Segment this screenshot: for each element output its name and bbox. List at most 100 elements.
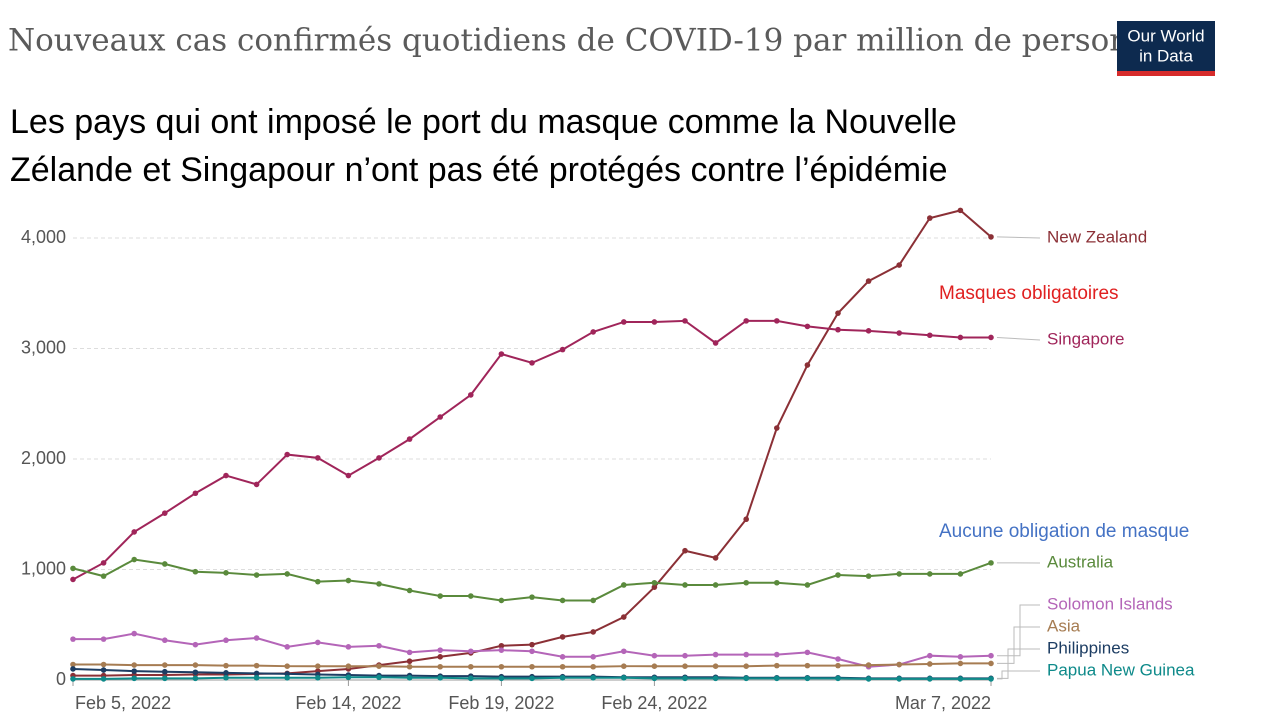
data-point xyxy=(498,642,505,649)
data-point xyxy=(988,676,994,682)
data-point xyxy=(131,668,137,674)
data-point xyxy=(284,644,291,650)
data-point xyxy=(70,636,76,642)
data-point xyxy=(345,577,352,584)
data-point xyxy=(468,675,474,682)
logo-text: Our World xyxy=(1127,26,1204,45)
data-point xyxy=(988,560,994,566)
data-point xyxy=(774,662,780,669)
data-point xyxy=(590,629,596,635)
data-point xyxy=(131,529,137,535)
data-point xyxy=(957,571,964,577)
data-point xyxy=(865,573,872,579)
data-point xyxy=(498,351,505,357)
data-point xyxy=(682,547,688,554)
data-point xyxy=(621,663,627,669)
data-point xyxy=(468,593,474,599)
data-point xyxy=(70,666,76,672)
data-point xyxy=(406,649,413,656)
label-connector xyxy=(997,670,1040,680)
data-point xyxy=(651,663,658,669)
data-point xyxy=(70,565,76,572)
data-point xyxy=(437,647,444,653)
data-point xyxy=(927,332,933,339)
data-point xyxy=(743,651,749,658)
data-point xyxy=(162,637,168,644)
data-point xyxy=(223,570,229,576)
data-point xyxy=(192,568,199,575)
data-point xyxy=(468,392,474,398)
overlay-text: Zélande et Singapour n’ont pas été proté… xyxy=(10,151,948,189)
legend-label: Papua New Guinea xyxy=(1047,660,1195,679)
data-point xyxy=(896,676,902,682)
data-point xyxy=(590,329,596,335)
data-point xyxy=(284,451,291,458)
data-point xyxy=(559,634,566,640)
data-point xyxy=(590,597,596,604)
data-point xyxy=(192,662,199,668)
data-point xyxy=(223,670,229,676)
data-point xyxy=(498,663,505,670)
data-point xyxy=(712,663,719,669)
data-point xyxy=(559,346,566,353)
data-point xyxy=(529,360,535,366)
data-point xyxy=(988,652,994,659)
data-point xyxy=(100,636,107,642)
data-point xyxy=(712,651,719,658)
data-point xyxy=(376,455,382,461)
data-point xyxy=(743,675,749,682)
data-point xyxy=(315,578,321,585)
legend-label: New Zealand xyxy=(1047,227,1147,246)
data-point xyxy=(988,334,994,341)
data-point xyxy=(162,675,168,682)
data-point xyxy=(376,674,382,681)
y-tick-label: 2,000 xyxy=(21,448,66,468)
data-point xyxy=(804,362,811,368)
data-point xyxy=(406,658,413,665)
legend-label: Philippines xyxy=(1047,638,1129,657)
x-tick-label: Feb 14, 2022 xyxy=(295,693,401,713)
legend-label: Australia xyxy=(1047,552,1114,571)
y-tick-label: 4,000 xyxy=(21,227,66,247)
data-point xyxy=(345,472,352,479)
data-point xyxy=(774,425,780,431)
data-point xyxy=(315,674,321,681)
data-point xyxy=(774,675,780,682)
legend-label: Singapore xyxy=(1047,329,1125,348)
data-point xyxy=(804,582,811,588)
data-point xyxy=(559,663,566,670)
data-point xyxy=(253,572,260,578)
data-point xyxy=(957,660,964,667)
annotation: Aucune obligation de masque xyxy=(939,521,1189,542)
data-point xyxy=(804,323,811,330)
data-point xyxy=(406,436,413,442)
data-point xyxy=(835,675,841,682)
label-connector xyxy=(996,336,1041,341)
data-point xyxy=(682,652,688,659)
data-point xyxy=(621,648,627,655)
data-point xyxy=(437,663,444,670)
data-point xyxy=(865,662,872,668)
x-tick-label: Mar 7, 2022 xyxy=(895,693,991,713)
data-point xyxy=(376,642,382,649)
data-point xyxy=(253,481,260,488)
data-point xyxy=(162,662,168,668)
data-point xyxy=(131,556,137,563)
series-line xyxy=(72,558,992,602)
data-point xyxy=(498,647,505,653)
data-point xyxy=(559,597,566,604)
data-point xyxy=(682,582,688,588)
data-point xyxy=(774,579,780,586)
logo-stripe xyxy=(1117,71,1215,76)
data-point xyxy=(651,675,658,682)
data-point xyxy=(621,319,627,325)
data-point xyxy=(131,662,137,668)
data-point xyxy=(743,318,749,324)
data-point xyxy=(468,648,474,655)
data-point xyxy=(100,676,107,682)
data-point xyxy=(957,207,964,214)
x-tick-label: Feb 5, 2022 xyxy=(75,693,171,713)
data-point xyxy=(376,663,382,669)
data-point xyxy=(743,663,749,669)
